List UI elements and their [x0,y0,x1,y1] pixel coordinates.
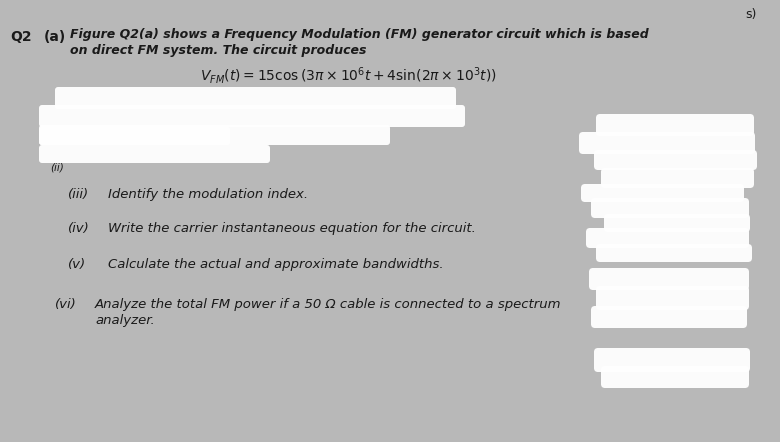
Text: (vi): (vi) [55,298,76,311]
FancyBboxPatch shape [579,132,755,154]
FancyBboxPatch shape [594,150,757,170]
FancyBboxPatch shape [604,214,750,232]
Text: Write the carrier instantaneous equation for the circuit.: Write the carrier instantaneous equation… [108,222,476,235]
Text: (v): (v) [68,258,86,271]
Text: Analyze the total FM power if a 50 Ω cable is connected to a spectrum: Analyze the total FM power if a 50 Ω cab… [95,298,562,311]
FancyBboxPatch shape [39,125,390,145]
FancyBboxPatch shape [586,228,749,248]
Text: (iv): (iv) [68,222,90,235]
Text: $V_{FM}(t)=15\cos\left(3\pi\times10^6t+4\sin(2\pi\times10^3t)\right)$: $V_{FM}(t)=15\cos\left(3\pi\times10^6t+4… [200,65,497,86]
Text: Figure Q2(a) shows a Frequency Modulation (FM) generator circuit which is based: Figure Q2(a) shows a Frequency Modulatio… [70,28,649,41]
Text: Calculate the actual and approximate bandwidths.: Calculate the actual and approximate ban… [108,258,444,271]
FancyBboxPatch shape [591,198,749,218]
Text: on direct FM system. The circuit produces: on direct FM system. The circuit produce… [70,44,367,57]
FancyBboxPatch shape [39,127,230,145]
Text: (iii): (iii) [68,188,89,201]
Text: s): s) [745,8,757,21]
FancyBboxPatch shape [589,268,749,290]
FancyBboxPatch shape [601,366,749,388]
FancyBboxPatch shape [591,306,747,328]
FancyBboxPatch shape [39,145,270,163]
FancyBboxPatch shape [601,168,754,188]
FancyBboxPatch shape [594,348,750,372]
FancyBboxPatch shape [39,105,465,127]
Text: (a): (a) [44,30,66,44]
Text: Q2: Q2 [10,30,32,44]
FancyBboxPatch shape [596,286,749,310]
FancyBboxPatch shape [581,184,744,202]
Text: (ii): (ii) [50,162,64,172]
FancyBboxPatch shape [55,87,456,109]
FancyBboxPatch shape [596,114,754,136]
FancyBboxPatch shape [596,244,752,262]
Text: Identify the modulation index.: Identify the modulation index. [108,188,308,201]
Text: analyzer.: analyzer. [95,314,154,327]
